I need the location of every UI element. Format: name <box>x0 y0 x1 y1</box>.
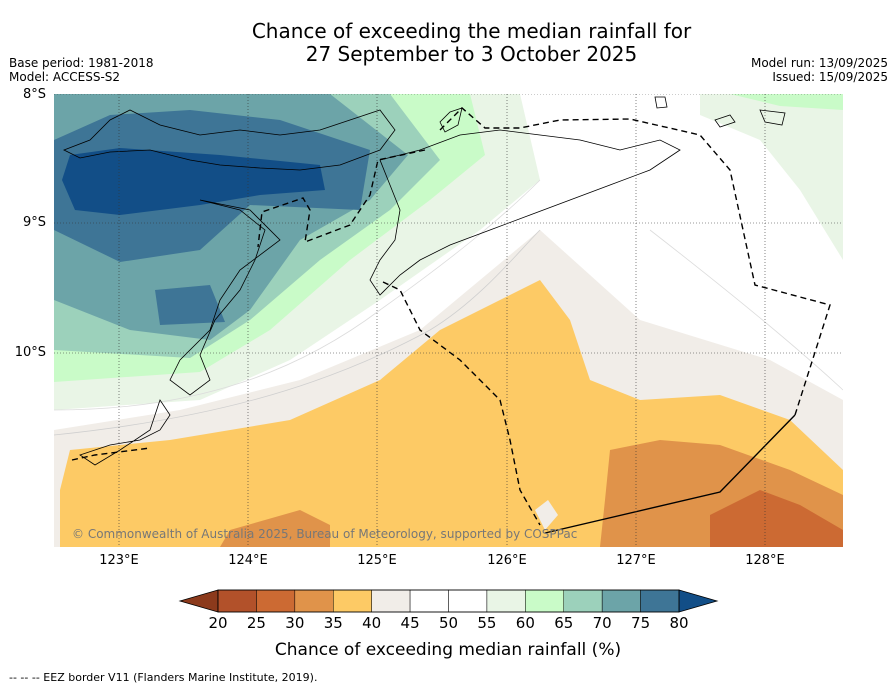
chart-title: Chance of exceeding the median rainfall … <box>0 20 896 66</box>
lon-label-125e: 125°E <box>357 553 397 568</box>
colorbar-title-text: Chance of exceeding median rainfall (%) <box>274 640 622 660</box>
title-line-2: 27 September to 3 October 2025 <box>305 42 638 66</box>
lat-label-9s: 9°S <box>22 215 46 230</box>
colorbar-cell <box>409 589 449 613</box>
model-run-label: Model run: 13/09/2025 <box>750 56 888 70</box>
region-above-80 <box>62 148 325 215</box>
issued-label: Issued: 15/09/2025 <box>772 70 888 84</box>
colorbar-tick-label: 60 <box>515 614 535 632</box>
lon-label-126e: 126°E <box>487 553 527 568</box>
colorbar-cell <box>525 589 564 613</box>
lon-label-127e: 127°E <box>616 553 656 568</box>
colorbar-tick-label: 80 <box>669 614 689 632</box>
colorbar-cell <box>217 589 257 613</box>
colorbar-tick-label: 75 <box>631 614 651 632</box>
title-line-1: Chance of exceeding the median rainfall … <box>251 19 692 43</box>
colorbar-cell <box>563 589 603 613</box>
colorbar-tick-label: 35 <box>323 614 343 632</box>
colorbar-tick-label: 30 <box>285 614 305 632</box>
region-60-65-ne <box>730 94 843 110</box>
colorbar-tick-label: 65 <box>554 614 574 632</box>
lon-label-123e: 123°E <box>99 553 139 568</box>
colorbar-tick-label: 25 <box>246 614 266 632</box>
rainfall-probability-field <box>54 94 843 547</box>
colorbar-tick-label: 45 <box>400 614 420 632</box>
colorbar-tick-label: 70 <box>592 614 612 632</box>
colorbar-tick-label: 55 <box>477 614 497 632</box>
colorbar-tick-label: 20 <box>208 614 228 632</box>
model-label: Model: ACCESS-S2 <box>9 70 121 84</box>
region-75-80-b <box>155 285 225 325</box>
eez-footer-note: -- -- -- EEZ border V11 (Flanders Marine… <box>9 671 318 684</box>
colorbar-cell <box>640 589 680 613</box>
colorbar-cell <box>448 589 488 613</box>
lon-label-124e: 124°E <box>228 553 268 568</box>
colorbar-cell <box>294 589 334 613</box>
colorbar-cell <box>371 589 411 613</box>
meta-right: Model run: 13/09/2025 Issued: 15/09/2025 <box>751 56 888 84</box>
lon-label-128e: 128°E <box>745 553 785 568</box>
eez-border <box>71 107 831 534</box>
colorbar <box>178 589 719 613</box>
colorbar-title: Chance of exceeding median rainfall (%) <box>0 640 896 660</box>
copyright-note: © Commonwealth of Australia 2025, Bureau… <box>72 527 577 541</box>
meta-left: Base period: 1981-2018 Model: ACCESS-S2 <box>9 56 154 84</box>
colorbar-tick-label: 50 <box>438 614 459 632</box>
colorbar-extend-high <box>678 589 719 613</box>
region-40-45-diamond <box>535 500 558 530</box>
lat-label-10s: 10°S <box>14 345 46 360</box>
graticule <box>54 94 843 547</box>
region-25-30 <box>710 490 843 547</box>
colorbar-cell <box>601 589 641 613</box>
colorbar-cell <box>256 589 296 613</box>
base-period-label: Base period: 1981-2018 <box>9 56 154 70</box>
colorbar-tick-label: 40 <box>362 614 382 632</box>
colorbar-cell <box>333 589 372 613</box>
coastline <box>63 96 786 466</box>
colorbar-cell <box>486 589 526 613</box>
region-55-60-ne <box>700 94 843 260</box>
region-30-35-sw <box>220 510 330 547</box>
lat-label-8s: 8°S <box>22 87 46 102</box>
colorbar-extend-low <box>178 589 219 613</box>
